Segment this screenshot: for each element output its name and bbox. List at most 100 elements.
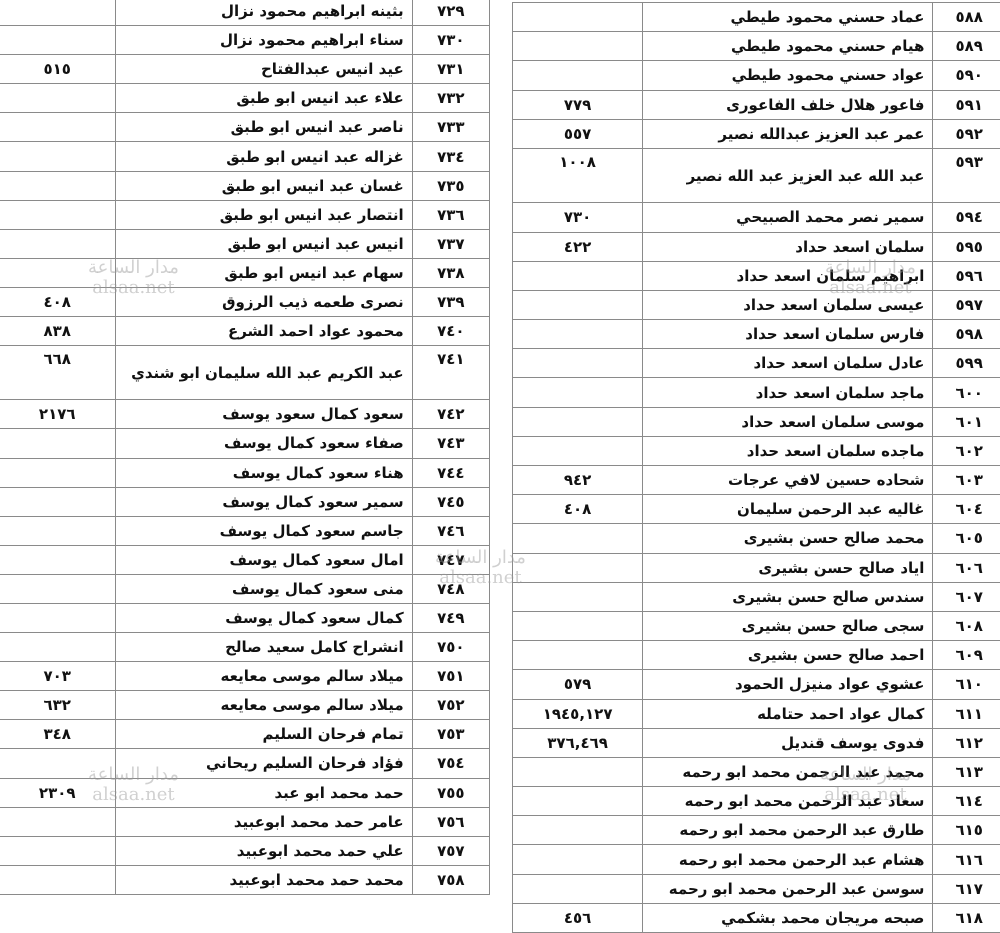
row-number-cell: ٦١٣ [933, 757, 1000, 786]
row-number-cell: ٥٩٥ [933, 232, 1000, 261]
row-number-cell: ٦٠٩ [933, 641, 1000, 670]
person-name-cell: جاسم سعود كمال يوسف [116, 516, 412, 545]
person-name-cell: صبحه مريجان محمد بشكمي [643, 903, 933, 932]
amount-cell: ٧٧٩ [513, 90, 643, 119]
person-name-cell: ابراهيم سلمان اسعد حداد [643, 261, 933, 290]
amount-cell [0, 633, 116, 662]
row-number-cell: ٥٩٤ [933, 203, 1000, 232]
row-number-cell: ٦٠٠ [933, 378, 1000, 407]
amount-cell [0, 865, 116, 894]
amount-cell [513, 582, 643, 611]
amount-cell [513, 61, 643, 90]
person-name-cell: سوسن عبد الرحمن محمد ابو رحمه [643, 874, 933, 903]
amount-cell: ٤٠٨ [0, 287, 116, 316]
person-name-cell: نصرى طعمه ذيب الرزوق [116, 287, 412, 316]
row-number-cell: ٧٣٠ [412, 26, 489, 55]
row-number-cell: ٥٩٧ [933, 290, 1000, 319]
person-name-cell: محمد صالح حسن بشيرى [643, 524, 933, 553]
row-number-cell: ٧٣٥ [412, 171, 489, 200]
amount-cell [0, 487, 116, 516]
amount-cell [0, 836, 116, 865]
amount-cell [0, 142, 116, 171]
amount-cell: ٥١٥ [0, 55, 116, 84]
person-name-cell: ماجد سلمان اسعد حداد [643, 378, 933, 407]
amount-cell [513, 553, 643, 582]
row-number-cell: ٥٩٢ [933, 119, 1000, 148]
row-number-cell: ٦١٥ [933, 816, 1000, 845]
amount-cell [513, 320, 643, 349]
amount-cell [513, 845, 643, 874]
person-name-cell: هناء سعود كمال يوسف [116, 458, 412, 487]
row-number-cell: ٥٨٨ [933, 3, 1000, 32]
row-number-cell: ٧٥٣ [412, 720, 489, 749]
row-number-cell: ٦٠١ [933, 407, 1000, 436]
row-number-cell: ٦١٠ [933, 670, 1000, 699]
amount-cell: ٣٧٦,٤٦٩ [513, 728, 643, 757]
person-name-cell: غسان عبد انيس ابو طبق [116, 171, 412, 200]
row-number-cell: ٧٥٥ [412, 778, 489, 807]
amount-cell [0, 84, 116, 113]
person-name-cell: محمد عبد الرحمن محمد ابو رحمه [643, 757, 933, 786]
person-name-cell: ميلاد سالم موسى معايعه [116, 662, 412, 691]
amount-cell [0, 429, 116, 458]
person-name-cell: سلمان اسعد حداد [643, 232, 933, 261]
row-number-cell: ٧٥٦ [412, 807, 489, 836]
person-name-cell: سناء ابراهيم محمود نزال [116, 26, 412, 55]
person-name-cell: حمد محمد ابو عبد [116, 778, 412, 807]
row-number-cell: ٧٣٤ [412, 142, 489, 171]
amount-cell [513, 290, 643, 319]
person-name-cell: غاليه عبد الرحمن سليمان [643, 495, 933, 524]
person-name-cell: احمد صالح حسن بشيرى [643, 641, 933, 670]
person-name-cell: علاء عبد انيس ابو طبق [116, 84, 412, 113]
amount-cell [0, 258, 116, 287]
person-name-cell: فؤاد فرحان السليم ريحاني [116, 749, 412, 778]
person-name-cell: فارس سلمان اسعد حداد [643, 320, 933, 349]
row-number-cell: ٧٥٢ [412, 691, 489, 720]
person-name-cell: عماد حسني محمود طيطي [643, 3, 933, 32]
amount-cell [513, 436, 643, 465]
row-number-cell: ٧٣٣ [412, 113, 489, 142]
row-number-cell: ٦٠٦ [933, 553, 1000, 582]
row-number-cell: ٧٣١ [412, 55, 489, 84]
row-number-cell: ٧٤٢ [412, 400, 489, 429]
amount-cell: ٤٥٦ [513, 903, 643, 932]
amount-cell [0, 0, 116, 26]
person-name-cell: ناصر عبد انيس ابو طبق [116, 113, 412, 142]
amount-cell [0, 807, 116, 836]
row-number-cell: ٥٩٨ [933, 320, 1000, 349]
row-number-cell: ٦٠٥ [933, 524, 1000, 553]
row-number-cell: ٦٠٧ [933, 582, 1000, 611]
amount-cell [513, 524, 643, 553]
row-number-cell: ٧٤١ [412, 346, 489, 400]
person-name-cell: عمر عبد العزيز عبدالله نصير [643, 119, 933, 148]
amount-cell [513, 3, 643, 32]
amount-cell [513, 378, 643, 407]
person-name-cell: فاعور هلال خلف الفاعورى [643, 90, 933, 119]
